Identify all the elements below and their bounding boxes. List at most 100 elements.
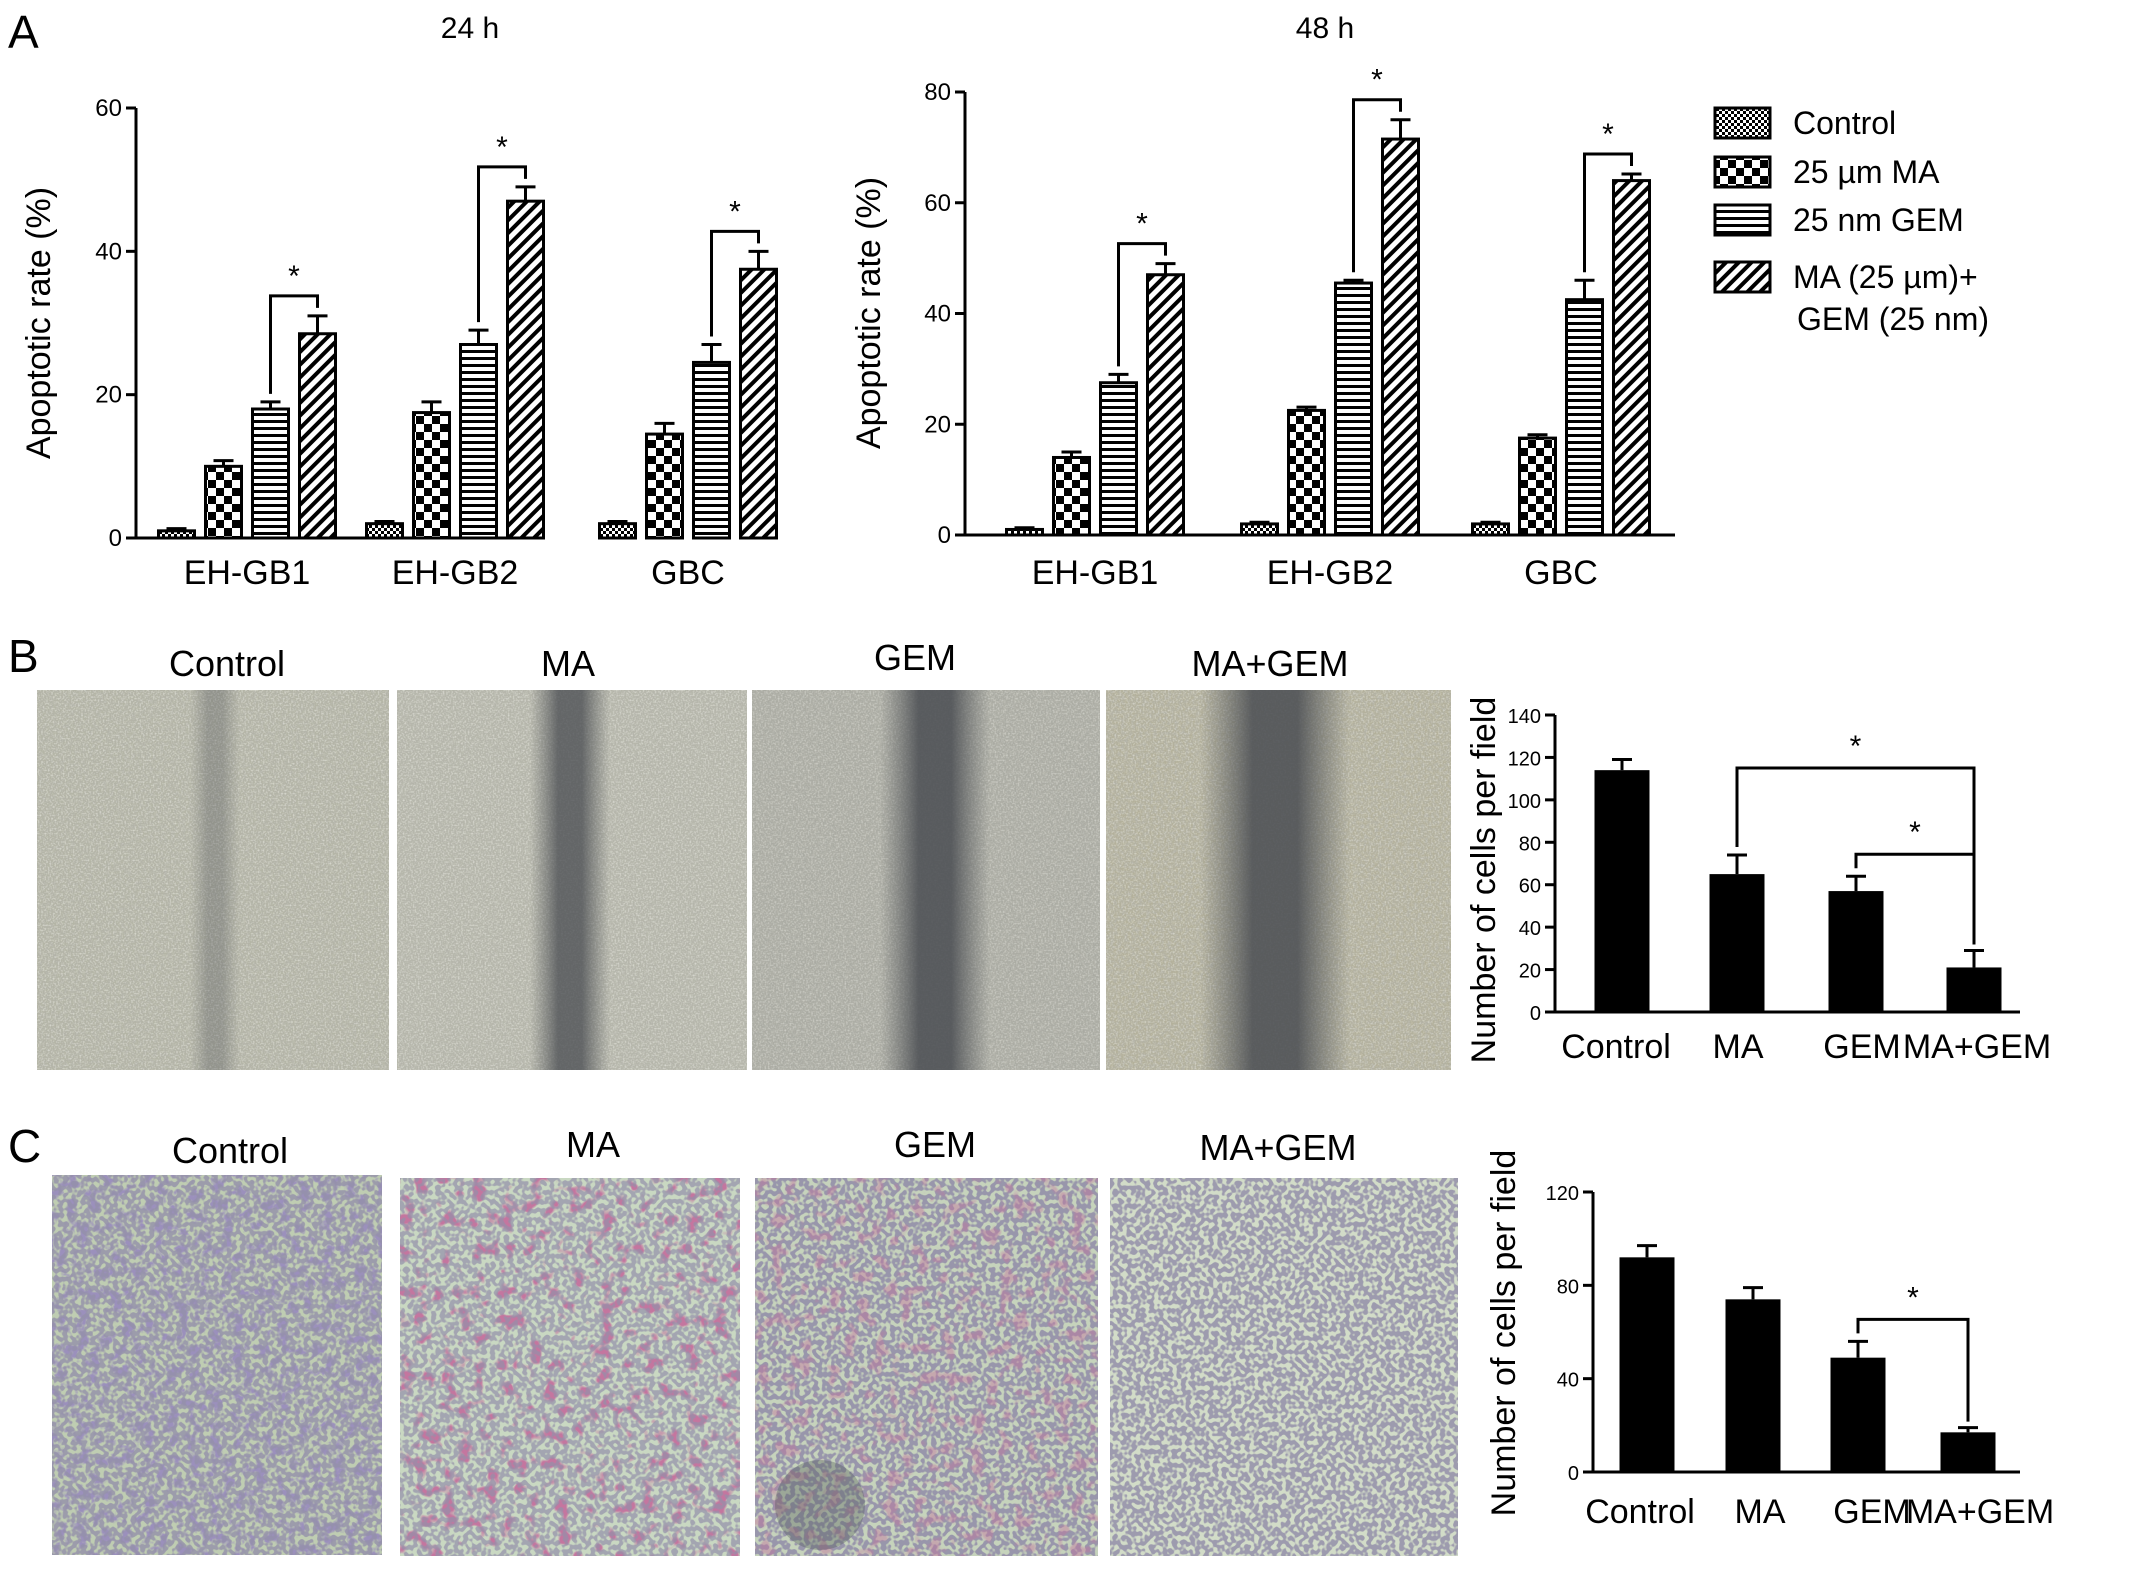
panel-letter-c: C [8, 1120, 41, 1172]
bar [298, 332, 337, 540]
category-label: Control [1585, 1493, 1695, 1531]
bar [598, 522, 637, 540]
bar [1005, 527, 1044, 537]
transwell-photo-ma-gem [1110, 1178, 1458, 1556]
y-tick-label: 60 [95, 95, 122, 122]
category-label: EH-GB2 [392, 554, 519, 592]
y-tick-label: 120 [1508, 748, 1541, 770]
significance-bracket [1117, 242, 1167, 367]
bar [1052, 455, 1091, 537]
bar [1946, 967, 2002, 1012]
y-tick-label: 100 [1508, 791, 1541, 813]
significance-star: * [1907, 1281, 1919, 1314]
bar [1381, 137, 1420, 537]
bar [251, 407, 290, 540]
wound-label-ma-gem: MA+GEM [1191, 643, 1348, 684]
wound-photos [37, 690, 1451, 1070]
wound-photo-control [37, 690, 389, 1070]
y-tick-label: 20 [95, 382, 122, 409]
bar [204, 464, 243, 540]
y-tick-label: 20 [924, 411, 951, 438]
category-label: GEM [1833, 1493, 1910, 1531]
legend-label: Control [1793, 105, 1896, 141]
y-axis-label: Number of cells per field [1465, 697, 1503, 1064]
y-tick-label: 120 [1546, 1183, 1579, 1205]
significance-bracket [1856, 1317, 1970, 1422]
category-label: GBC [651, 554, 725, 592]
transwell-photo-control [52, 1175, 382, 1555]
significance-bracket [477, 165, 527, 323]
significance-star: * [288, 260, 300, 293]
bar [1725, 1299, 1781, 1472]
legend-label: MA (25 µm)+ [1793, 259, 1978, 295]
legend-label-line2: GEM (25 nm) [1797, 301, 1989, 337]
significance-bracket [710, 229, 760, 337]
y-tick-label: 140 [1508, 706, 1541, 728]
category-label: GEM [1823, 1028, 1900, 1066]
significance-star: * [1136, 208, 1148, 241]
category-label: EH-GB1 [184, 554, 311, 592]
significance-bracket [1854, 852, 1976, 945]
bar [1709, 874, 1765, 1012]
bar [1830, 1357, 1886, 1472]
bar [157, 529, 196, 540]
chart-title: 24 h [441, 12, 499, 45]
wound-photo-labels: Control MA GEM MA+GEM [169, 637, 1349, 684]
y-tick-label: 20 [1519, 961, 1541, 983]
y-axis-label: Apoptotic rate (%) [850, 177, 888, 449]
y-tick-label: 40 [95, 238, 122, 265]
significance-star: * [729, 195, 741, 228]
category-label: MA [1713, 1028, 1764, 1066]
significance-star: * [1909, 816, 1921, 849]
chart-apoptosis-48h: 0 20 40 60 80 Apoptotic rate (%) 48 h EH-GB1 EH-… [850, 12, 1675, 592]
y-tick-label: 40 [924, 301, 951, 328]
bar [1287, 408, 1326, 537]
legend-swatch [1713, 260, 1772, 294]
transwell-photo-labels: Control MA GEM MA+GEM [172, 1124, 1357, 1171]
panel-letter-a: A [8, 6, 39, 58]
bar [645, 432, 684, 540]
significance-bracket [269, 294, 319, 394]
significance-star: * [1371, 64, 1383, 97]
transwell-photo-gem [755, 1178, 1098, 1556]
significance-star: * [1850, 730, 1862, 763]
wound-photo-gem [752, 690, 1100, 1070]
wound-photo-ma-gem [1106, 690, 1451, 1070]
bar [1594, 770, 1650, 1012]
bar [1471, 522, 1510, 537]
y-axis-label: Apoptotic rate (%) [20, 187, 58, 459]
transwell-label-control: Control [172, 1130, 288, 1171]
legend-swatch [1713, 203, 1772, 237]
transwell-photos [52, 1175, 1458, 1556]
chart-invasion: 0 40 80 120 Number of cells per field Control… [1485, 1150, 2054, 1531]
wound-label-gem: GEM [874, 637, 956, 678]
bar [412, 411, 451, 540]
category-label: EH-GB2 [1267, 554, 1394, 592]
y-tick-label: 80 [1557, 1276, 1579, 1298]
significance-star: * [1602, 118, 1614, 151]
bar [506, 199, 545, 540]
category-label: MA+GEM [1903, 1028, 2051, 1066]
legend: Control 25 µm MA 25 nm GEM MA (25 µm)+ GEM (… [1713, 105, 1989, 337]
legend-swatch [1713, 106, 1772, 140]
y-tick-label: 60 [1519, 876, 1541, 898]
chart-apoptosis-24h: 0 20 40 60 Apoptotic rate (%) 24 h EH-GB1 EH-GB… [20, 12, 778, 592]
bar [1940, 1432, 1996, 1472]
wound-photo-ma [397, 690, 747, 1070]
y-tick-label: 0 [1530, 1003, 1541, 1025]
category-label: MA+GEM [1906, 1493, 2054, 1531]
bar [1612, 179, 1651, 537]
bar [739, 267, 778, 540]
legend-label: 25 nm GEM [1793, 202, 1964, 238]
y-axis-label: Number of cells per field [1485, 1150, 1523, 1517]
transwell-photo-ma [400, 1178, 740, 1556]
significance-star: * [496, 131, 508, 164]
wound-label-ma: MA [541, 643, 595, 684]
y-tick-label: 0 [938, 522, 951, 549]
legend-label: 25 µm MA [1793, 154, 1940, 190]
significance-bracket [1352, 98, 1402, 273]
wound-label-control: Control [169, 643, 285, 684]
bar [1146, 273, 1185, 537]
